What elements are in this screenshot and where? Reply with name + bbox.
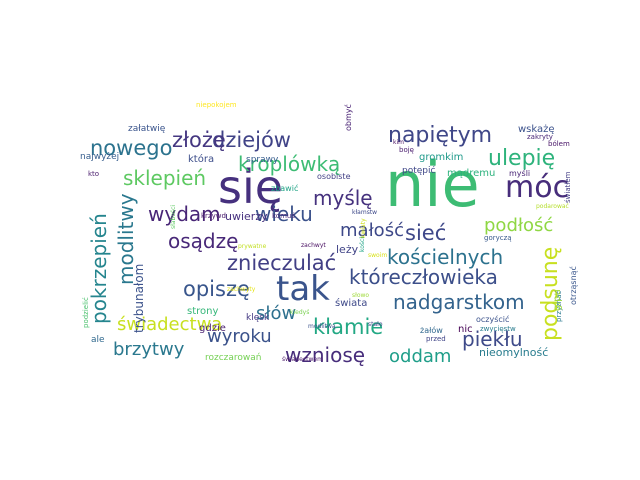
word-88: słowo	[352, 292, 369, 299]
word-64: zbawić	[271, 183, 298, 193]
word-83: kości	[359, 237, 366, 252]
word-42: nieomylność	[479, 346, 548, 359]
word-81: słabości	[170, 205, 177, 229]
word-12: myślę	[313, 186, 373, 210]
word-41: nic	[458, 324, 473, 335]
word-60: zakryty	[527, 133, 553, 141]
word-87: swoim	[368, 252, 387, 259]
word-16: pokrzepień	[87, 213, 111, 324]
word-34: trybunałom	[132, 264, 146, 333]
word-56: ale	[91, 335, 105, 345]
word-22: znieczulać	[227, 251, 336, 275]
word-2: tak	[276, 269, 330, 309]
word-73: zwycięstw	[480, 325, 516, 333]
word-46: wskażę	[518, 124, 555, 135]
word-54: krzywd	[201, 212, 226, 220]
word-15: modlitwy	[114, 193, 138, 285]
word-21: kościelnych	[387, 245, 503, 269]
word-7: dziejów	[212, 128, 291, 152]
word-9: nowego	[90, 136, 172, 160]
word-25: nadgarstkom	[393, 290, 525, 314]
word-38: strony	[187, 306, 218, 317]
word-31: wzniosę	[285, 343, 365, 367]
word-57: obmyć	[343, 104, 353, 131]
word-67: rozczarowań	[205, 353, 262, 363]
word-0: nie	[385, 148, 480, 221]
word-55: kto	[88, 170, 99, 178]
word-19: sieć	[405, 221, 446, 245]
word-14: wieku	[255, 202, 313, 226]
word-52: załatwię	[128, 124, 166, 134]
word-75: otrząsnąć	[568, 266, 578, 305]
word-70: stało	[368, 321, 383, 328]
word-43: gromkim	[419, 152, 463, 163]
word-13: wydam	[148, 202, 221, 226]
word-35: uwierzy	[225, 210, 268, 223]
word-30: wyroku	[207, 326, 272, 347]
word-48: osobiste	[317, 172, 351, 181]
word-53: podzielić	[82, 297, 90, 328]
word-45: myśli	[509, 168, 530, 178]
word-29: brzytwy	[113, 339, 185, 360]
word-10: kroplówką	[238, 152, 340, 176]
word-36: gdzie	[199, 323, 226, 334]
word-68: świadectwem	[282, 356, 323, 363]
word-47: potępić	[402, 165, 435, 176]
word-37: leży	[336, 243, 359, 256]
word-62: światłem	[564, 171, 572, 203]
word-32: piekłu	[462, 327, 523, 351]
word-63: podarować	[536, 203, 569, 210]
word-40: klęsk	[246, 313, 270, 323]
word-79: kłamstw	[352, 209, 377, 216]
word-66: zachwyt	[301, 242, 326, 249]
word-6: ulepię	[488, 146, 555, 171]
word-50: która	[188, 153, 214, 165]
word-59: kim	[393, 139, 404, 146]
word-39: świata	[335, 297, 367, 309]
word-49: sprawy	[246, 155, 279, 165]
word-69: przed	[426, 335, 446, 343]
word-18: małość	[340, 220, 404, 241]
word-23: opiszę	[183, 277, 250, 301]
word-44: mądremu	[447, 168, 495, 179]
word-17: osądzę	[168, 229, 238, 253]
word-24: któreczłowieka	[349, 265, 498, 289]
word-78: modlitwą	[308, 323, 336, 330]
word-51: najwyżej	[80, 152, 119, 162]
word-84: prywatne	[238, 243, 267, 250]
word-5: napiętym	[388, 123, 492, 148]
word-65: komuś	[272, 212, 295, 220]
word-1: się	[218, 160, 283, 214]
word-71: żałów	[420, 325, 443, 335]
word-11: sklepień	[123, 166, 206, 190]
word-26: świadectwa	[117, 314, 222, 335]
word-28: kłamie	[313, 315, 383, 339]
word-27: słów	[256, 303, 296, 324]
word-58: boję	[399, 146, 414, 154]
word-86: kwiaty	[360, 218, 367, 238]
word-76: gipu	[552, 289, 563, 311]
word-74: przyznać	[555, 290, 563, 322]
word-77: goryczą	[484, 234, 512, 242]
word-82: kiedyś	[290, 309, 309, 316]
word-85: zachwyty	[227, 286, 256, 293]
word-72: oczyścić	[476, 314, 509, 324]
word-3: móc	[505, 170, 569, 205]
word-61: bólem	[548, 140, 570, 148]
word-4: podsunę	[538, 247, 563, 341]
word-33: oddam	[389, 346, 451, 367]
word-8: złożę	[172, 128, 226, 152]
word-20: podłość	[484, 215, 553, 236]
word-80: niepokojem	[196, 101, 237, 109]
